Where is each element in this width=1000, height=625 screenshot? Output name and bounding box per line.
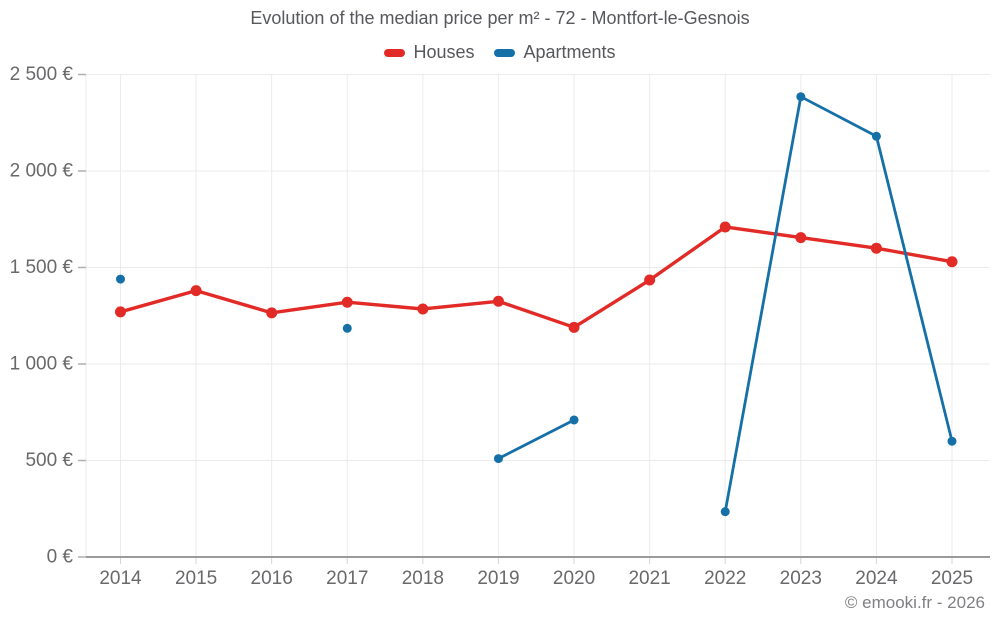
data-point-apartments-2019[interactable] (493, 454, 503, 464)
x-axis-label-2024: 2024 (855, 568, 898, 589)
y-axis-label-2000: 2 000 € (10, 161, 74, 182)
data-point-houses-2022[interactable] (719, 221, 731, 233)
x-axis-label-2017: 2017 (326, 568, 368, 589)
data-point-houses-2018[interactable] (417, 303, 429, 315)
data-point-apartments-2014[interactable] (116, 274, 125, 284)
y-axis-label-1000: 1 000 € (10, 354, 74, 375)
data-point-houses-2019[interactable] (492, 295, 504, 307)
x-axis-label-2019: 2019 (477, 568, 519, 589)
y-axis-label-0: 0 € (47, 547, 74, 568)
series-line-houses (118, 225, 954, 330)
legend-item-houses[interactable]: Houses (384, 42, 474, 63)
houses-series-swatch-icon (384, 48, 406, 57)
x-axis-label-2023: 2023 (780, 568, 822, 589)
legend: Houses Apartments (0, 42, 1000, 63)
apartments-series-swatch-icon (494, 48, 516, 57)
data-point-houses-2024[interactable] (870, 242, 882, 254)
x-axis-label-2022: 2022 (704, 568, 746, 589)
data-point-apartments-2025[interactable] (947, 436, 957, 446)
data-point-apartments-2023[interactable] (796, 92, 806, 102)
x-axis-label-2015: 2015 (175, 568, 217, 589)
y-axis-label-1500: 1 500 € (10, 257, 74, 278)
legend-item-apartments[interactable]: Apartments (494, 42, 616, 63)
data-point-apartments-2022[interactable] (720, 507, 730, 517)
data-point-houses-2014[interactable] (115, 306, 126, 318)
x-axis-label-2025: 2025 (931, 568, 973, 589)
x-axis-label-2016: 2016 (251, 568, 293, 589)
data-point-houses-2020[interactable] (568, 321, 580, 333)
chart-title: Evolution of the median price per m² - 7… (250, 8, 750, 28)
data-point-apartments-2017[interactable] (342, 323, 352, 333)
data-point-houses-2016[interactable] (266, 307, 278, 319)
legend-label-houses: Houses (413, 42, 475, 62)
series-line-apartments (723, 95, 954, 514)
legend-label-apartments: Apartments (523, 42, 616, 62)
data-point-houses-2017[interactable] (341, 296, 353, 308)
data-point-houses-2023[interactable] (795, 232, 807, 244)
data-point-houses-2021[interactable] (644, 274, 656, 286)
y-axis-label-500: 500 € (25, 450, 73, 471)
y-axis-label-2500: 2 500 € (10, 64, 74, 85)
x-axis-label-2018: 2018 (402, 568, 444, 589)
x-axis-label-2014: 2014 (99, 568, 142, 589)
data-point-houses-2025[interactable] (946, 256, 958, 268)
series-line-apartments (497, 418, 576, 460)
data-point-apartments-2020[interactable] (569, 415, 579, 425)
data-point-apartments-2024[interactable] (871, 131, 881, 141)
copyright-footer: © emooki.fr - 2026 (844, 593, 985, 612)
x-axis-label-2021: 2021 (628, 568, 670, 589)
data-point-houses-2015[interactable] (190, 285, 202, 297)
x-axis-label-2020: 2020 (553, 568, 595, 589)
